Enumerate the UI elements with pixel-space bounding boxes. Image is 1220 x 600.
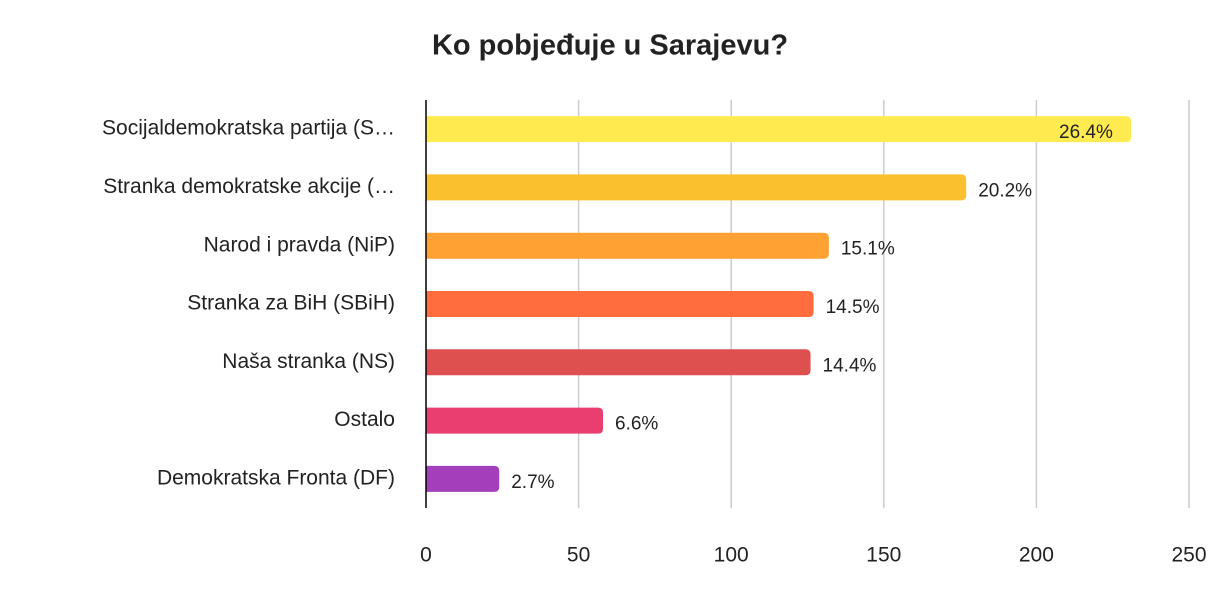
bar — [426, 291, 814, 317]
y-tick-label: Narod i pravda (NiP) — [204, 233, 395, 256]
y-tick-label: Demokratska Fronta (DF) — [157, 466, 395, 489]
y-tick-label: Stranka za BiH (SBiH) — [187, 292, 395, 315]
x-tick-label: 250 — [1171, 544, 1206, 567]
y-tick-label: Naša stranka (NS) — [222, 350, 395, 373]
bar — [426, 232, 829, 259]
value-label: 26.4% — [1059, 122, 1113, 143]
x-tick-label: 0 — [420, 544, 432, 567]
x-tick-label: 150 — [866, 544, 901, 567]
chart-title: Ko pobjeđuje u Sarajevu? — [432, 30, 788, 62]
bar — [426, 349, 811, 376]
bar — [426, 116, 1132, 143]
value-label: 14.5% — [826, 297, 880, 318]
x-tick-label: 100 — [714, 544, 749, 567]
y-tick-label: Socijaldemokratska partija (S… — [102, 117, 395, 140]
bar — [426, 465, 500, 492]
x-tick-label: 200 — [1019, 544, 1054, 567]
x-tick-label: 50 — [567, 544, 590, 567]
value-label: 6.6% — [615, 414, 658, 435]
value-label: 20.2% — [978, 180, 1032, 201]
bar — [426, 174, 967, 201]
value-label: 15.1% — [841, 239, 895, 260]
y-tick-label: Ostalo — [334, 408, 395, 431]
bar — [426, 407, 604, 434]
value-label: 2.7% — [511, 472, 554, 493]
value-label: 14.4% — [823, 355, 877, 376]
y-tick-label: Stranka demokratske akcije (… — [103, 175, 395, 198]
